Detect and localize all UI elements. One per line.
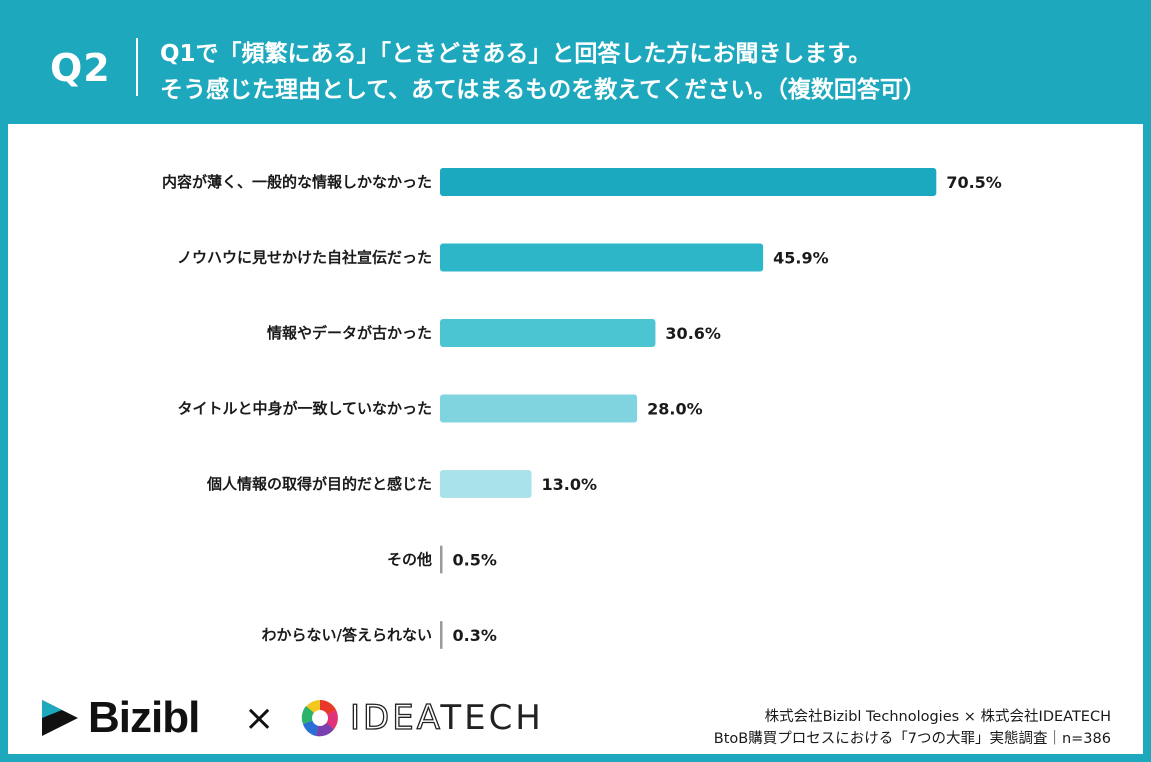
question-text: Q1で「頻繁にある」「ときどきある」と回答した方にお聞きします。 そう感じた理由… [160,36,926,108]
category-label: 情報やデータが古かった [267,324,432,342]
bar [440,394,638,423]
value-label: 13.0% [542,475,598,494]
value-label: 45.9% [773,249,829,268]
category-label: ノウハウに見せかけた自社宣伝だった [177,249,432,267]
category-label: 個人情報の取得が目的だと感じた [206,475,432,493]
category-label: タイトルと中身が一致していなかった [177,400,432,418]
bizibl-play-icon [42,700,78,736]
question-line-2: そう感じた理由として、あてはまるものを教えてください。（複数回答可） [160,77,926,103]
ideatech-wordmark: IDEATECH [349,697,544,738]
header: Q2 Q1で「頻繁にある」「ときどきある」と回答した方にお聞きします。 そう感じ… [0,0,1151,124]
bizibl-wordmark: Bizibl [88,693,200,742]
source-line-1: 株式会社Bizibl Technologies × 株式会社IDEATECH [764,709,1111,725]
times-symbol: × [244,698,275,739]
question-number: Q2 [50,46,111,90]
category-label: わからない/答えられない [262,626,432,644]
header-divider [136,38,138,96]
value-label: 0.3% [453,626,497,645]
bar-chart: 内容が薄く、一般的な情報しかなかった 70.5% ノウハウに見せかけた自社宣伝だった… [162,168,1002,649]
category-label: その他 [387,551,432,569]
value-label: 0.5% [453,551,497,570]
value-label: 28.0% [647,400,703,419]
source-line-2: BtoB購買プロセスにおける「7つの大罪」実態調査｜n=386 [713,731,1111,747]
bar [440,243,764,272]
source-note: 株式会社Bizibl Technologies × 株式会社IDEATECH B… [714,706,1111,750]
chart-panel: 内容が薄く、一般的な情報しかなかった 70.5% ノウハウに見せかけた自社宣伝だった… [8,124,1143,754]
value-label: 70.5% [946,173,1002,192]
question-line-1: Q1で「頻繁にある」「ときどきある」と回答した方にお聞きします。 [160,41,872,67]
bar [440,168,937,196]
bar [440,319,656,347]
value-label: 30.6% [665,324,721,343]
footer-logos: Bizibl × IDEATECH [36,690,596,746]
ideatech-logo: IDEATECH [298,690,544,746]
bizibl-logo: Bizibl [36,690,200,746]
category-label: 内容が薄く、一般的な情報しかなかった [162,173,432,191]
bar [440,470,532,498]
ideatech-color-wheel-icon [301,700,338,737]
bar [440,545,443,574]
bar [440,621,443,649]
